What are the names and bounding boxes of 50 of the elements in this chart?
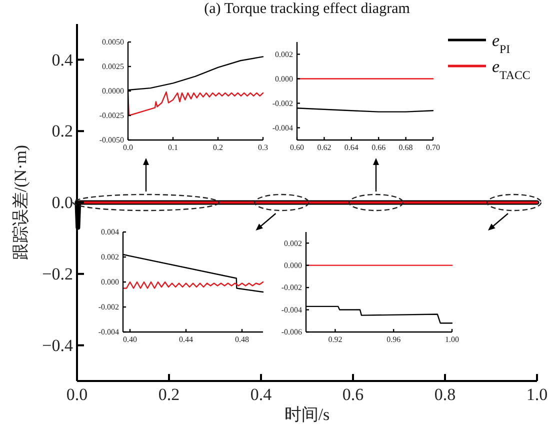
legend-label: e$_{TACC}$: [492, 57, 530, 82]
legend-label: e$_{PI}$: [492, 31, 510, 56]
x-tick-label: 0.1: [168, 143, 178, 152]
x-tick-label: 0.4: [250, 385, 272, 404]
y-axis-title: 跟踪误差/(N·m): [11, 144, 30, 260]
y-tick-label: −0.2: [42, 264, 73, 284]
x-tick-label: 0.96: [386, 335, 401, 344]
x-tick-label: 0.70: [426, 143, 440, 152]
y-tick-label: 0.0050: [102, 38, 124, 47]
x-tick-label: 0.40: [123, 335, 137, 344]
chart-title: (a) Torque tracking effect diagram: [204, 1, 410, 17]
y-tick-label: 0.0000: [102, 86, 124, 96]
y-tick-label: 0.002: [275, 50, 293, 59]
x-tick-label: 0.60: [290, 143, 304, 152]
y-tick-label: -0.002: [272, 98, 293, 108]
y-tick-label: 0.0: [52, 193, 73, 212]
x-tick-label: 0.3: [258, 143, 268, 152]
y-tick-label: -0.002: [98, 302, 119, 312]
y-tick-label: 0.0025: [102, 62, 124, 72]
x-tick-label: 0.0: [123, 143, 133, 152]
y-tick-label: -0.006: [281, 328, 302, 337]
x-tick-label: 0.64: [344, 143, 358, 152]
x-tick-label: 0.68: [398, 143, 413, 152]
x-axis-title: 时间/s: [284, 405, 330, 424]
x-tick-label: 0.66: [372, 143, 386, 152]
y-tick-label: -0.0025: [99, 111, 124, 120]
y-tick-label: 0.000: [275, 74, 293, 84]
x-tick-label: 1.0: [526, 385, 548, 404]
y-tick-label: -0.004: [281, 305, 302, 314]
y-tick-label: 0.004: [101, 228, 119, 237]
y-tick-label: 0.4: [52, 50, 74, 70]
x-tick-label: 0.62: [317, 143, 332, 152]
x-tick-label: 0.0: [66, 385, 88, 404]
y-tick-label: 0.002: [284, 238, 302, 248]
x-tick-label: 0.8: [434, 385, 456, 404]
y-tick-label: -0.0050: [99, 136, 124, 145]
x-tick-label: 0.6: [342, 385, 364, 404]
y-tick-label: -0.004: [272, 123, 293, 132]
y-tick-label: 0.002: [101, 252, 119, 262]
y-tick-label: -0.004: [98, 328, 119, 337]
x-tick-label: 0.48: [235, 335, 249, 344]
x-tick-label: 0.2: [213, 143, 223, 152]
y-tick-label: 0.000: [284, 260, 302, 270]
x-tick-label: 1.00: [445, 335, 459, 344]
y-tick-label: −0.4: [42, 336, 74, 355]
y-tick-label: -0.002: [281, 283, 302, 292]
x-tick-label: 0.2: [158, 385, 180, 404]
y-tick-label: 0.000: [101, 278, 119, 287]
x-tick-label: 0.92: [328, 335, 342, 344]
x-tick-label: 0.44: [179, 335, 193, 344]
